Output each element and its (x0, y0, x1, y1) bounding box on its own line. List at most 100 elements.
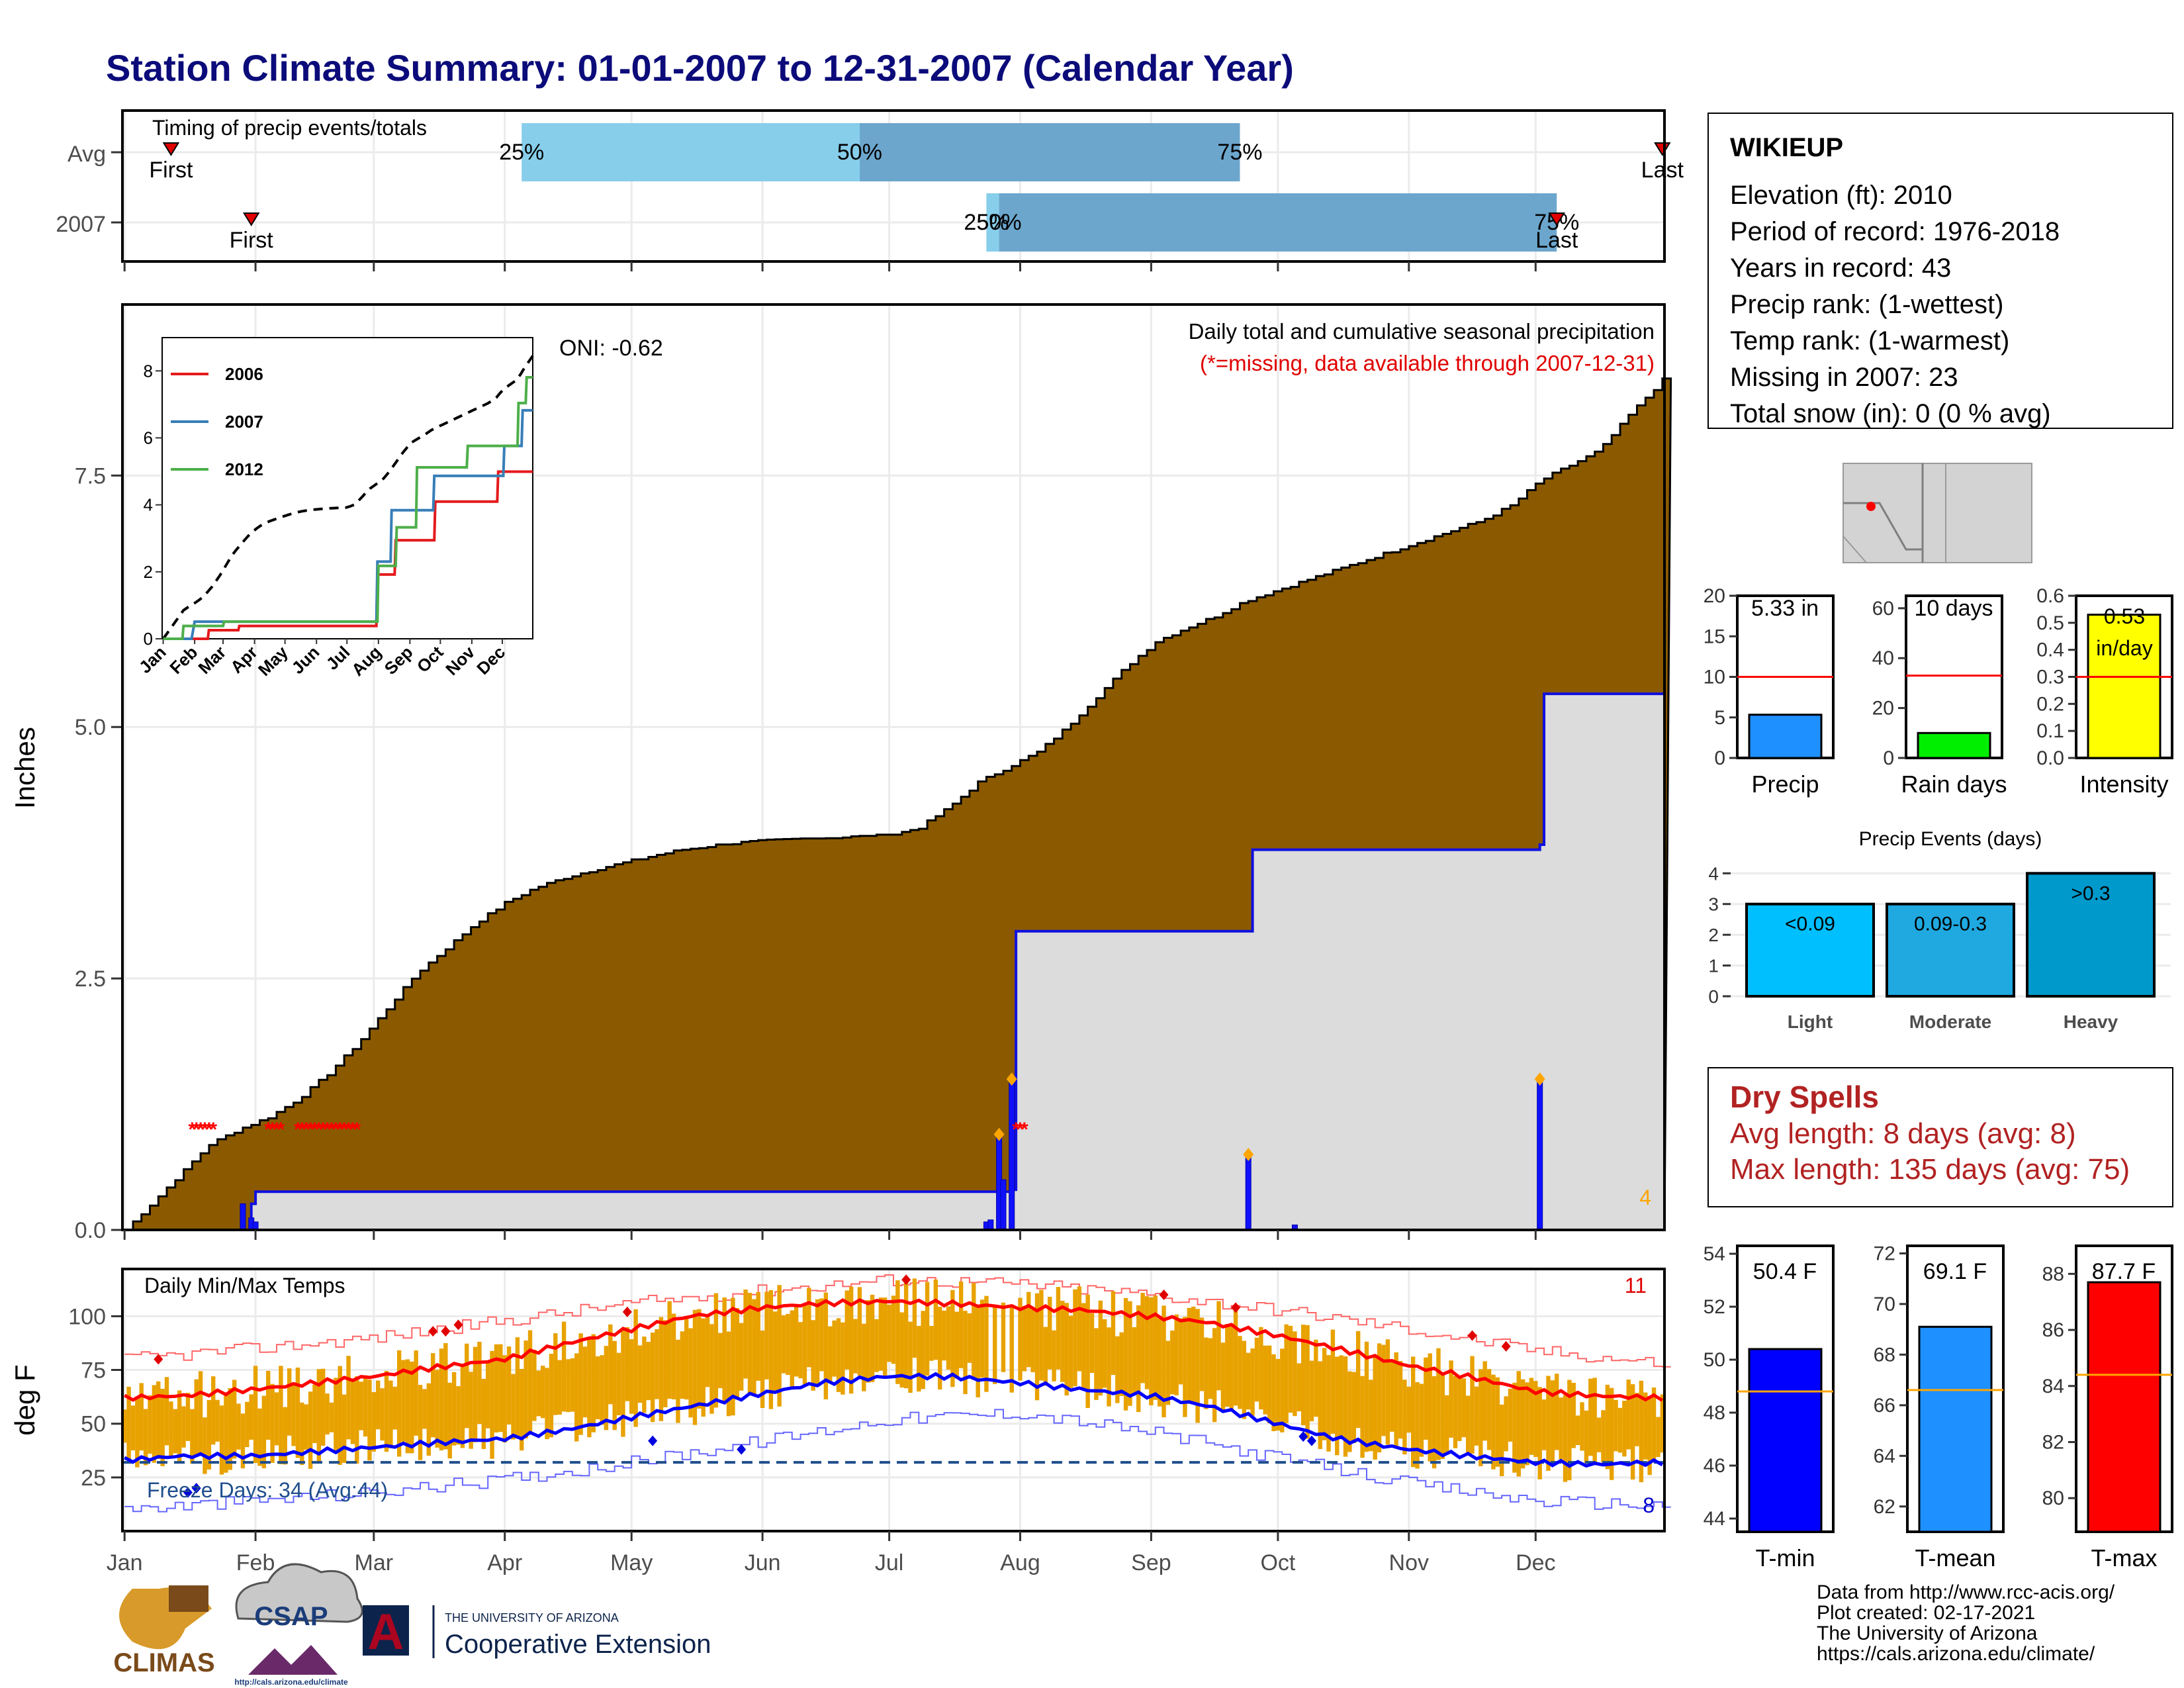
inset-series-2006 (163, 470, 533, 640)
precip-ytick-label: 7.5 (75, 463, 106, 489)
daily-temp-bar (1559, 1397, 1563, 1460)
temp-mean-summary-ytick-label: 66 (1874, 1395, 1895, 1417)
daily-temp-bar (874, 1319, 879, 1372)
daily-temp-bar (1482, 1361, 1487, 1441)
daily-temp-bar (1191, 1306, 1196, 1403)
daily-temp-bar (498, 1344, 503, 1432)
daily-temp-bar (1351, 1372, 1357, 1444)
daily-temp-bar (346, 1356, 351, 1440)
daily-temp-bar (1107, 1327, 1111, 1407)
daily-temp-bar (321, 1368, 326, 1446)
daily-temp-bar (190, 1409, 195, 1464)
daily-temp-bar (1301, 1325, 1306, 1426)
daily-temp-bar (1415, 1382, 1420, 1469)
precip-subtitle: Daily total and cumulative seasonal prec… (1189, 319, 1655, 344)
daily-temp-bar (274, 1392, 279, 1446)
daily-temp-bar (591, 1334, 596, 1432)
timing-q2-bar (859, 123, 1240, 181)
daily-temp-bar (570, 1358, 575, 1412)
station-precip-rank: Precip rank: (1-wettest) (1730, 290, 2004, 319)
map-state-border (1843, 463, 1924, 563)
daily-temp-bar (520, 1368, 524, 1451)
daily-temp-bar (1140, 1293, 1145, 1383)
rain-days-summary-value: 10 days (1914, 596, 1993, 621)
timing-title: Timing of precip events/totals (152, 116, 427, 140)
temp-corner-bottom: 8 (1643, 1493, 1655, 1517)
daily-temp-bar (1326, 1355, 1331, 1452)
climas-logo-block (169, 1585, 208, 1612)
daily-temp-bar (1309, 1360, 1314, 1422)
daily-temp-bar (1242, 1340, 1247, 1419)
daily-temp-bar (1238, 1336, 1242, 1409)
daily-temp-bar (823, 1292, 829, 1399)
rain-days-summary-ytick-label: 20 (1872, 698, 1894, 720)
daily-temp-bar (139, 1383, 144, 1451)
daily-temp-bar (1098, 1300, 1103, 1396)
daily-temp-bar (1377, 1343, 1382, 1453)
daily-temp-bar (198, 1371, 203, 1456)
daily-temp-bar (1305, 1325, 1310, 1439)
inset-ytick-label: 0 (144, 629, 153, 649)
daily-temp-bar (1541, 1399, 1547, 1450)
daily-temp-bar (912, 1278, 917, 1358)
station-name: WIKIEUP (1730, 133, 1844, 162)
daily-temp-bar (249, 1394, 253, 1440)
daily-temp-bar (143, 1409, 148, 1466)
daily-temp-bar (566, 1359, 570, 1413)
missing-day-marker: * (269, 1119, 277, 1141)
station-snow: Total snow (in): 0 (0 % avg) (1730, 399, 2051, 428)
daily-temp-bar (1647, 1396, 1652, 1476)
events-bar-light (1745, 902, 1875, 998)
daily-temp-bar (938, 1306, 942, 1390)
daily-temp-bar (1136, 1305, 1141, 1413)
intensity-summary-bar (2087, 614, 2161, 759)
daily-temp-bar (781, 1315, 786, 1374)
temp-max-summary-ytick-label: 82 (2042, 1431, 2064, 1453)
daily-temp-bar (1479, 1369, 1483, 1467)
daily-temp-bar (1347, 1371, 1352, 1452)
daily-temp-bar (1216, 1301, 1221, 1391)
month-label-may: May (610, 1550, 653, 1575)
daily-temp-bar (1381, 1344, 1386, 1436)
missing-day-marker: * (340, 1119, 348, 1141)
events-bar-moderate (1886, 902, 2015, 998)
daily-temp-bar (811, 1320, 815, 1391)
daily-temp-bar (261, 1395, 267, 1469)
daily-temp-bar (1465, 1395, 1471, 1455)
normal-min-line (124, 1372, 1664, 1468)
temp-min-summary-ytick-label: 50 (1704, 1349, 1725, 1371)
daily-temp-bar (1355, 1331, 1361, 1429)
daily-temp-bar (917, 1325, 921, 1392)
daily-temp-bar (1555, 1374, 1559, 1450)
missing-day-marker: * (294, 1119, 302, 1141)
temp-record-marker (1467, 1330, 1477, 1341)
daily-temp-bar (1567, 1380, 1572, 1481)
daily-temp-bar (650, 1333, 655, 1423)
daily-temp-bar (1259, 1327, 1263, 1410)
precip-events-title: Precip Events (days) (1859, 828, 2042, 850)
daily-temp-bar (485, 1361, 490, 1429)
daily-temp-bar (629, 1339, 634, 1414)
daily-temp-bar (1250, 1348, 1255, 1416)
timing-panel: Avg25%50%75%FirstLast200725%50%75%FirstL… (56, 109, 1684, 271)
missing-day-marker: * (209, 1119, 217, 1141)
daily-temp-bar (456, 1385, 461, 1445)
csap-logo-url: http://cals.arizona.edu/climate (234, 1677, 348, 1687)
daily-temp-bar (1026, 1291, 1031, 1368)
intensity-summary-ytick-label: 0.1 (2036, 720, 2064, 742)
daily-temp-bar (942, 1310, 946, 1361)
daily-temp-bar (713, 1293, 719, 1408)
daily-temp-bar (768, 1290, 774, 1409)
daily-temp-bar (1068, 1315, 1073, 1388)
last-marker (1654, 142, 1671, 156)
timing-pct-label: 25% (499, 140, 544, 165)
missing-day-marker: * (319, 1119, 327, 1141)
big-event-marker (1534, 1072, 1545, 1086)
daily-temp-bar (164, 1377, 169, 1446)
daily-temp-bar (1157, 1318, 1162, 1407)
daily-precip-bar (240, 1203, 246, 1231)
daily-temp-bar (1271, 1354, 1276, 1432)
daily-temp-bar (684, 1316, 689, 1400)
station-period: Period of record: 1976-2018 (1730, 217, 2060, 246)
daily-temp-bar (857, 1287, 862, 1376)
